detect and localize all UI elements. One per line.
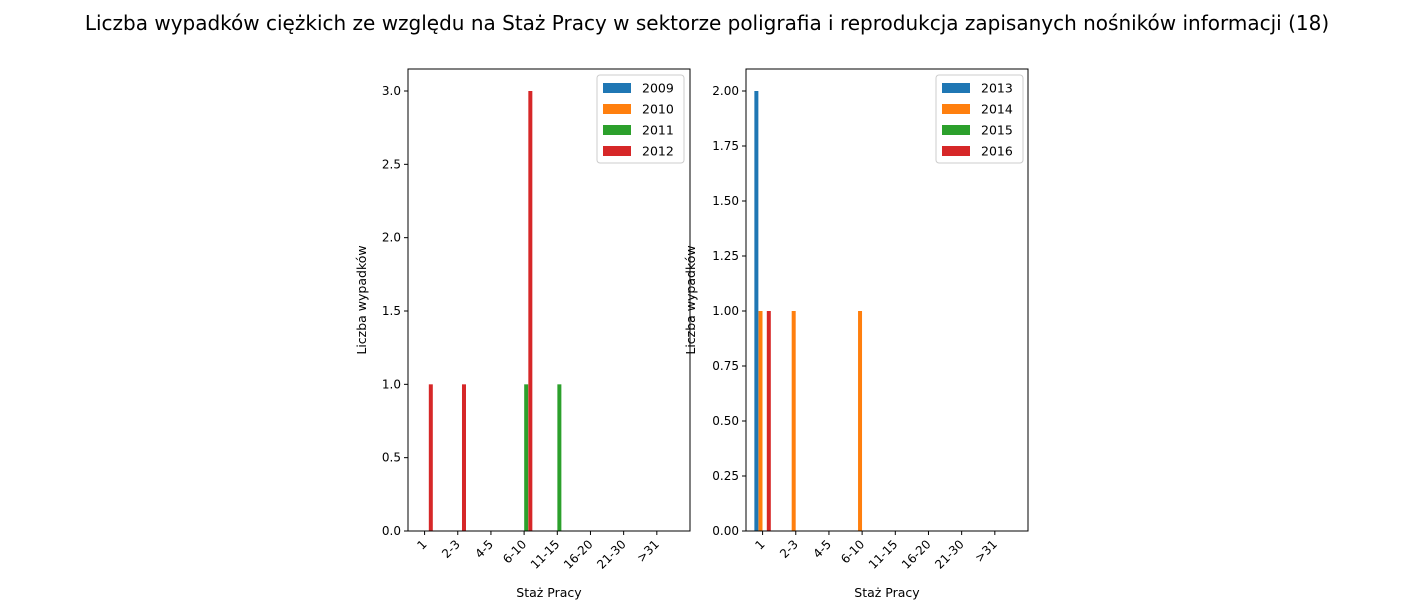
y-tick-label: 2.0 (382, 231, 401, 245)
x-tick-label: 6-10 (500, 537, 529, 566)
x-tick-label: >31 (972, 537, 1000, 565)
bar-2012-1 (428, 384, 433, 531)
bar-2011-11-15 (557, 384, 562, 531)
legend-swatch-2009 (603, 83, 631, 93)
x-axis-label: Staż Pracy (516, 585, 582, 600)
x-tick-label: 2-3 (777, 537, 801, 561)
legend-swatch-2015 (942, 125, 970, 135)
y-axis-label: Liczba wypadków (683, 245, 698, 354)
bar-2012-2-3 (461, 384, 466, 531)
chart-right: 0.00 0.25 0.50 0.75 1.00 1.25 1.50 1.75 2.00 1 2-3… (683, 68, 1029, 600)
x-tick-label: 4-5 (472, 537, 496, 561)
x-tick-label: 6-10 (838, 537, 867, 566)
bar-2012-6-10 (528, 91, 533, 531)
x-tick-label: 2-3 (439, 537, 463, 561)
bar-2014-2-3 (791, 311, 796, 531)
y-tick-label: 1.25 (712, 249, 739, 263)
legend-label: 2010 (642, 102, 674, 117)
x-axis-label: Staż Pracy (854, 585, 920, 600)
legend-swatch-2016 (942, 146, 970, 156)
bar-2013-1 (754, 91, 759, 531)
y-tick-label: 0.00 (712, 524, 739, 538)
legend-label: 2016 (981, 144, 1013, 159)
bar-2016-1 (766, 311, 771, 531)
y-axis-label: Liczba wypadków (354, 245, 369, 354)
x-tick-label: 11-15 (528, 537, 563, 572)
x-tick-label: 1 (414, 537, 429, 552)
chart-left: 0.0 0.5 1.0 1.5 2.0 2.5 3.0 1 2-3 4-5 6-1011-1516-… (354, 68, 691, 600)
legend-box (596, 74, 685, 164)
y-tick-label: 3.0 (382, 84, 401, 98)
bar-2011-6-10 (524, 384, 529, 531)
legend-label: 2014 (981, 102, 1013, 117)
axes-frame (745, 68, 1029, 532)
x-tick-label: 16-20 (561, 537, 596, 572)
legend-label: 2015 (981, 123, 1013, 138)
x-tick-label: 4-5 (810, 537, 834, 561)
bar-2014-1 (758, 311, 763, 531)
y-tick-label: 1.5 (382, 304, 401, 318)
bar-2014-6-10 (858, 311, 863, 531)
legend-swatch-2012 (603, 146, 631, 156)
x-tick-label: 21-30 (932, 537, 967, 572)
legend-label: 2013 (981, 81, 1013, 96)
y-tick-label: 0.5 (382, 451, 401, 465)
x-tick-label: 11-15 (866, 537, 901, 572)
legend-swatch-2013 (942, 83, 970, 93)
y-tick-label: 0.50 (712, 414, 739, 428)
x-tick-label: 16-20 (899, 537, 934, 572)
y-tick-label: 0.25 (712, 469, 739, 483)
y-tick-label: 1.50 (712, 194, 739, 208)
legend-label: 2012 (642, 144, 674, 159)
y-tick-label: 1.0 (382, 377, 401, 391)
y-tick-label: 0.75 (712, 359, 739, 373)
legend-swatch-2014 (942, 104, 970, 114)
legend-swatch-2010 (603, 104, 631, 114)
x-tick-label: 1 (752, 537, 767, 552)
figure-title: Liczba wypadków ciężkich ze względu na S… (85, 11, 1329, 35)
y-tick-label: 1.00 (712, 304, 739, 318)
legend-swatch-2011 (603, 125, 631, 135)
legend-label: 2011 (642, 123, 674, 138)
legend-label: 2009 (642, 81, 674, 96)
y-tick-label: 2.00 (712, 84, 739, 98)
y-tick-label: 1.75 (712, 139, 739, 153)
legend-box (935, 74, 1024, 164)
y-tick-label: 2.5 (382, 157, 401, 171)
x-tick-label: >31 (634, 537, 662, 565)
x-tick-label: 21-30 (594, 537, 629, 572)
axes-frame (407, 68, 691, 532)
y-tick-label: 0.0 (382, 524, 401, 538)
